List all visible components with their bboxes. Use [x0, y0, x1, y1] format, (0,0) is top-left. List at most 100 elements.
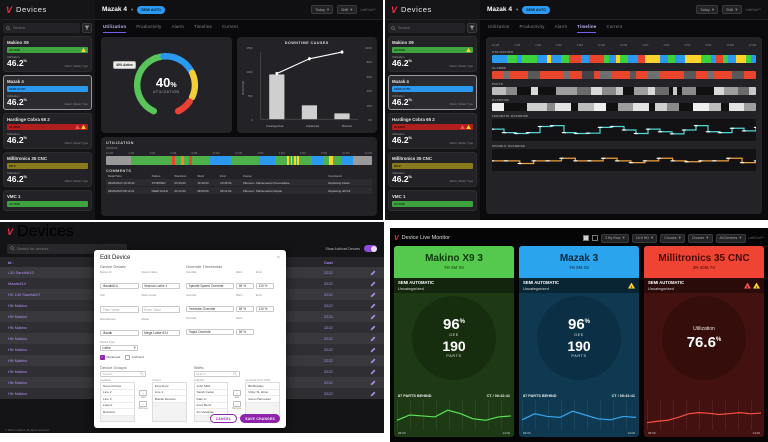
tab-productivity[interactable]: Productivity — [519, 24, 545, 29]
live-card-makino[interactable]: Makino X9 3 7H 0M 0S SEMI AUTOMATIC Uncat… — [394, 246, 514, 437]
alarms-row-bar[interactable] — [492, 71, 756, 79]
device-type-select[interactable]: Lathe ▾ — [100, 344, 139, 351]
edit-pencil-icon[interactable] — [370, 358, 376, 364]
comment-row[interactable]: 09/26/2023 08:12:21 FEED HOLD 00:12:00 08:… — [106, 187, 372, 194]
grid-view-icon[interactable] — [583, 235, 590, 241]
utilization-timeline-bar[interactable] — [106, 156, 372, 165]
chevron-down-icon[interactable]: ▾ — [130, 6, 134, 12]
list-item[interactable]: Dale Jr. — [194, 396, 228, 403]
groups-search[interactable]: Search — [100, 371, 146, 377]
edit-pencil-icon[interactable] — [370, 347, 376, 353]
choose-select[interactable]: Choose ▾ — [660, 233, 685, 243]
device-card-hardinge[interactable]: Hardinge Cobra 65 2 ALARM Utilization 46… — [3, 113, 92, 149]
list-item[interactable]: Line 1 — [152, 389, 186, 396]
comment-row[interactable]: 09/26/2023 10:45:44 STOPPED 00:15:00 10:30… — [106, 179, 372, 186]
list-item[interactable]: Line 2 — [101, 389, 134, 396]
filter-button[interactable] — [82, 23, 92, 33]
list-item[interactable]: Lasers — [101, 402, 134, 409]
tab-alarm[interactable]: Alarm — [171, 24, 184, 29]
shifts-search[interactable]: Search — [193, 371, 240, 377]
filter-button[interactable] — [467, 23, 477, 33]
edit-pencil-icon[interactable] — [370, 391, 376, 397]
warn-field[interactable] — [236, 282, 254, 290]
per-row-select[interactable]: 2 By Row ▾ — [601, 233, 629, 243]
monitored-checkbox[interactable]: ✓ — [100, 355, 105, 360]
tab-productivity[interactable]: Productivity — [136, 24, 162, 29]
edit-pencil-icon[interactable] — [370, 281, 376, 287]
list-item[interactable]: Sarah Carter — [194, 389, 228, 396]
edit-pencil-icon[interactable] — [370, 380, 376, 386]
model-field[interactable] — [141, 329, 180, 337]
sidebar-search[interactable] — [3, 23, 80, 33]
edit-pencil-icon[interactable] — [370, 270, 376, 276]
list-item[interactable]: Second Floor — [101, 383, 134, 390]
sidebar-search[interactable] — [388, 23, 465, 33]
override-name-field[interactable] — [186, 305, 234, 313]
list-item[interactable]: Vicky St. Elmo — [246, 389, 279, 396]
override-name-field[interactable] — [186, 328, 234, 336]
edit-pencil-icon[interactable] — [370, 369, 376, 375]
devices-select[interactable]: All Devices ▾ — [715, 233, 746, 243]
list-view-icon[interactable] — [592, 235, 599, 241]
list-item[interactable]: Line 3 — [101, 396, 134, 403]
arrow-left-icon[interactable]: ← — [232, 400, 241, 407]
shift-select[interactable]: Shift ▾ — [337, 5, 357, 14]
device-card-makino-x9[interactable]: Makino X9 ACTIVE Utilization 46.2% Metric… — [388, 36, 477, 72]
device-card-millitronics[interactable]: Millitronics 35 CNC IDLE Utilization 46.… — [3, 151, 92, 187]
close-icon[interactable]: × — [276, 255, 280, 261]
warn-field[interactable] — [236, 328, 254, 336]
aspect-select[interactable]: 16:9 HD ▾ — [631, 233, 658, 243]
tab-timeline[interactable]: Timeline — [194, 24, 213, 29]
live-card-millitronics[interactable]: Millitronics 35 CNC 3H 40M 7S SEMI AUTOM… — [644, 246, 764, 437]
list-item[interactable]: Gene Parmesan — [246, 396, 279, 403]
tab-alarm[interactable]: Alarm — [554, 24, 568, 29]
search-input[interactable] — [13, 26, 77, 30]
parts-row-bar[interactable] — [492, 87, 756, 95]
warn-field[interactable] — [236, 305, 254, 313]
manufacturer-field[interactable] — [100, 329, 139, 337]
arrow-left-icon[interactable]: ← — [139, 400, 148, 407]
shift-select[interactable]: Shift ▾ — [722, 5, 742, 14]
date-range-select[interactable]: Today ▾ — [696, 5, 719, 14]
chevron-down-icon[interactable]: ▾ — [515, 6, 519, 12]
error-field[interactable] — [256, 282, 274, 290]
arrow-right-icon[interactable]: → — [139, 389, 148, 396]
search-input[interactable] — [398, 26, 462, 30]
cell-field[interactable] — [100, 306, 139, 313]
list-item[interactable]: John Mills — [194, 383, 228, 390]
edit-pencil-icon[interactable] — [370, 314, 376, 320]
device-card-mazak-4[interactable]: Mazak 4 SEMI AUTO Utilization 46.2% Metri… — [388, 74, 477, 110]
live-card-mazak[interactable]: Mazak 3 7H 0M 0S SEMI AUTOMATIC Uncategor… — [519, 246, 639, 437]
edit-pencil-icon[interactable] — [370, 303, 376, 309]
list-item[interactable]: Fred Mertz — [194, 402, 228, 409]
tab-timeline[interactable]: Timeline — [577, 24, 597, 33]
list-item[interactable]: Robotics — [101, 409, 134, 416]
error-field[interactable] — [256, 305, 274, 313]
override-name-field[interactable] — [186, 282, 234, 290]
utilization-row-bar[interactable] — [492, 55, 756, 63]
choose-select[interactable]: Choose ▾ — [687, 233, 713, 243]
device-name-field[interactable] — [141, 282, 180, 290]
tab-utilization[interactable]: Utilization — [103, 24, 127, 33]
device-card-hardinge[interactable]: Hardinge Cobra 65 2 ALARM Utilization 46… — [388, 113, 477, 149]
device-card-millitronics[interactable]: Millitronics 35 CNC IDLE Utilization 46.… — [388, 151, 477, 187]
edit-pencil-icon[interactable] — [370, 292, 376, 298]
sort-icon[interactable]: ↕ — [12, 260, 15, 265]
device-card-vmc-1[interactable]: VMC 1 ACTIVE — [3, 190, 92, 211]
list-item[interactable]: First Floor — [152, 383, 186, 390]
devices-search[interactable] — [7, 243, 127, 254]
device-card-vmc-1[interactable]: VMC 1 ACTIVE — [388, 190, 477, 211]
tab-utilization[interactable]: Utilization — [488, 24, 510, 29]
device-card-mazak-4[interactable]: Mazak 4 SEMI AUTO Utilization 46.2% Metri… — [3, 74, 92, 110]
tab-current[interactable]: Current — [606, 24, 623, 29]
list-item[interactable]: Mazak Devices — [152, 396, 186, 403]
edit-pencil-icon[interactable] — [370, 325, 376, 331]
list-item[interactable]: Bill Bradley — [246, 383, 279, 390]
save-changes-button[interactable]: SAVE CHANGES — [240, 414, 280, 423]
arrow-right-icon[interactable]: → — [232, 389, 241, 396]
show-archived-toggle[interactable] — [364, 245, 377, 252]
cancel-button[interactable]: CANCEL — [209, 414, 238, 423]
work-center-field[interactable] — [141, 306, 180, 313]
tab-current[interactable]: Current — [222, 24, 239, 29]
edit-pencil-icon[interactable] — [370, 336, 376, 342]
